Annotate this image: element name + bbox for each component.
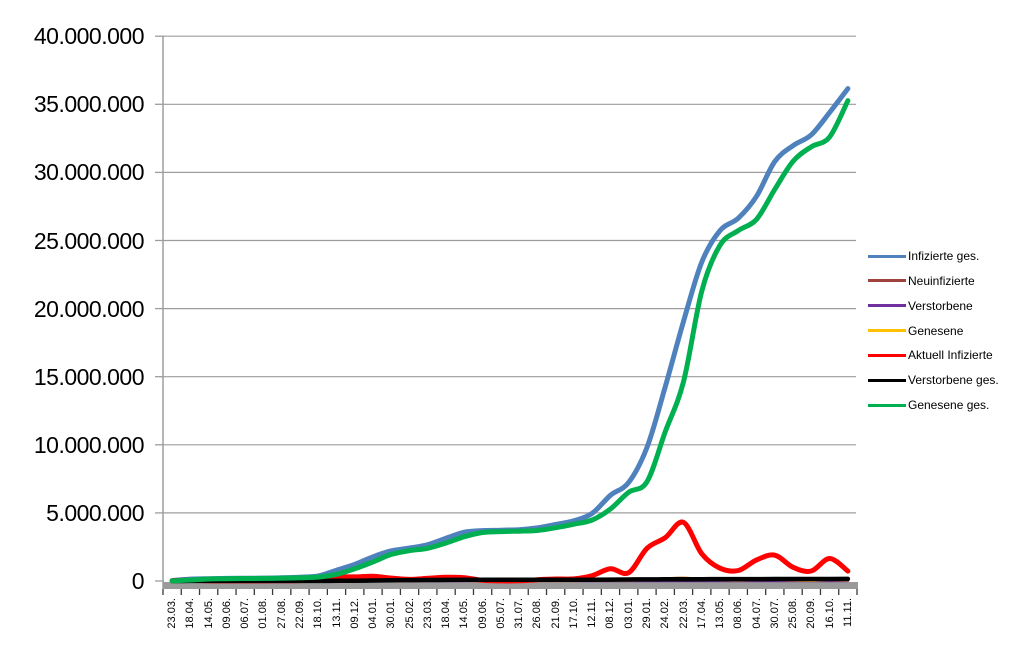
legend-entry-neuinfizierte[interactable]: Neuinfizierte	[868, 270, 975, 292]
x-axis-label: 23.03.	[166, 598, 179, 629]
legend-entry-genesene[interactable]: Genesene	[868, 320, 963, 342]
x-axis-label: 14.05.	[202, 598, 215, 629]
legend-label: Verstorbene	[908, 298, 973, 313]
x-axis-label: 11.11.	[841, 598, 854, 627]
legend-label: Neuinfizierte	[908, 273, 975, 288]
x-axis-label: 08.06.	[732, 598, 745, 629]
x-axis-label: 09.06.	[476, 598, 489, 629]
legend-label: Infizierte ges.	[908, 249, 980, 263]
x-axis-label: 25.08.	[787, 598, 800, 629]
x-axis-label: 22.09.	[293, 598, 306, 629]
x-axis-label: 03.01.	[622, 598, 635, 629]
x-axis-label: 30.01.	[385, 598, 398, 629]
legend-label: Genesene ges.	[908, 398, 990, 413]
legend-swatch	[868, 329, 906, 333]
legend-entry-verstorbene[interactable]: Verstorbene	[868, 295, 973, 317]
y-axis-label: 30.000.000	[33, 159, 145, 186]
legend-swatch	[868, 304, 906, 308]
x-axis-label: 17.04.	[695, 598, 708, 629]
legend-entry-aktuell-infizierte[interactable]: Aktuell Infizierte	[868, 344, 993, 366]
legend-label: Genesene	[908, 323, 964, 338]
series-line-verstorbene-ges[interactable]	[169, 576, 851, 584]
x-axis-label: 18.04.	[440, 598, 453, 629]
x-axis-label: 24.02.	[659, 598, 672, 629]
y-axis-label: 35.000.000	[33, 91, 145, 118]
legend-swatch	[868, 353, 906, 357]
x-axis-label: 30.07.	[768, 598, 781, 629]
x-axis-line	[163, 582, 858, 589]
x-axis-label: 16.10.	[823, 598, 836, 629]
y-axis-label: 15.000.000	[33, 363, 145, 390]
x-axis-label: 25.02.	[403, 598, 416, 629]
x-axis-label: 18.10.	[312, 598, 325, 629]
y-axis-label: 0	[131, 568, 145, 594]
x-axis-label: 27.08.	[275, 598, 288, 629]
legend-label: Aktuell Infizierte	[908, 348, 993, 363]
x-axis-label: 23.03.	[421, 598, 434, 629]
x-axis-label: 20.09.	[805, 598, 818, 629]
x-axis-label: 22.03.	[677, 598, 690, 629]
x-axis-label: 09.12.	[348, 598, 361, 629]
x-axis-label: 08.12.	[604, 598, 617, 629]
x-axis-label: 06.07.	[239, 598, 252, 629]
series-line-infizierte-ges[interactable]	[169, 86, 851, 584]
x-axis-label: 01.08.	[257, 598, 270, 629]
x-axis-label: 13.05.	[714, 598, 727, 629]
x-axis-label: 04.07.	[750, 598, 763, 629]
legend-entry-genesene-ges[interactable]: Genesene ges.	[868, 394, 989, 416]
legend-swatch	[868, 403, 906, 407]
y-axis-label: 20.000.000	[33, 295, 145, 322]
y-axis-label: 5.000.000	[46, 499, 144, 526]
legend-swatch	[868, 279, 906, 283]
x-axis-label: 26.08.	[531, 598, 544, 629]
legend-entry-verstorbene-ges[interactable]: Verstorbene ges.	[868, 369, 999, 391]
x-axis-label: 21.09.	[549, 598, 562, 629]
y-axis-label: 10.000.000	[33, 431, 145, 458]
legend-entry-infizierte-ges[interactable]: Infizierte ges.	[868, 245, 979, 267]
x-axis-label: 13.11.	[330, 598, 343, 628]
series-line-genesene-ges[interactable]	[169, 98, 851, 584]
legend-swatch	[868, 254, 906, 258]
y-axis-label: 40.000.000	[33, 23, 145, 50]
x-axis-label: 09.06.	[220, 598, 233, 629]
x-axis-label: 18.04.	[184, 598, 197, 629]
legend-label: Verstorbene ges.	[908, 373, 999, 388]
x-axis-label: 17.10.	[567, 598, 580, 629]
x-axis-label: 14.05.	[458, 598, 471, 629]
y-axis-label: 25.000.000	[33, 227, 145, 254]
x-axis-label: 05.07.	[494, 598, 507, 629]
x-axis-label: 12.11.	[586, 598, 599, 628]
x-axis-label: 04.01.	[367, 598, 380, 629]
x-axis-label: 29.01.	[640, 598, 653, 629]
x-axis-label: 31.07.	[513, 598, 526, 629]
legend-swatch	[868, 378, 906, 382]
